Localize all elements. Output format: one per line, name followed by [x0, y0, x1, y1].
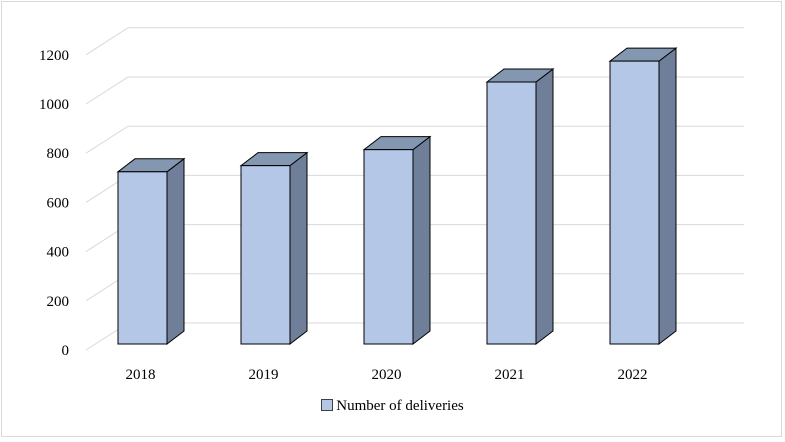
- bar-2020: [362, 135, 432, 346]
- y-axis-ticks: 0 200 400 600 800 1000 1200: [39, 48, 69, 359]
- bar-side-face: [535, 67, 554, 346]
- bar-2021: [485, 67, 555, 346]
- bar-side-face: [658, 47, 677, 346]
- bar-2018: [116, 157, 186, 346]
- x-tick-label: 2019: [249, 367, 279, 383]
- y-tick-label: 1200: [39, 48, 69, 64]
- bar-side-face: [166, 157, 185, 346]
- x-tick-label: 2018: [126, 367, 156, 383]
- legend-label: Number of deliveries: [336, 398, 464, 414]
- bar-side-face: [289, 151, 308, 346]
- x-axis-ticks: 2018 2019 2020 2021 2022: [126, 367, 648, 383]
- y-tick-label: 1000: [39, 97, 69, 113]
- bar-2022: [608, 47, 678, 346]
- x-tick-label: 2021: [495, 367, 525, 383]
- bar-front-face: [609, 60, 660, 345]
- x-tick-label: 2020: [372, 367, 402, 383]
- gridline: [85, 27, 744, 56]
- y-tick-label: 400: [47, 245, 70, 261]
- y-tick-label: 0: [62, 343, 70, 359]
- legend: Number of deliveries: [0, 398, 785, 415]
- legend-swatch: [321, 399, 334, 411]
- y-tick-label: 800: [47, 146, 70, 162]
- x-tick-label: 2022: [618, 367, 648, 383]
- bar-front-face: [363, 149, 414, 345]
- y-tick-label: 600: [47, 195, 70, 211]
- y-tick-label: 200: [47, 294, 70, 310]
- bar-front-face: [117, 171, 168, 345]
- bar-front-face: [240, 165, 291, 345]
- bar-2019: [239, 151, 309, 346]
- bar-front-face: [486, 81, 537, 345]
- bars: [116, 47, 678, 346]
- bar-side-face: [412, 135, 431, 346]
